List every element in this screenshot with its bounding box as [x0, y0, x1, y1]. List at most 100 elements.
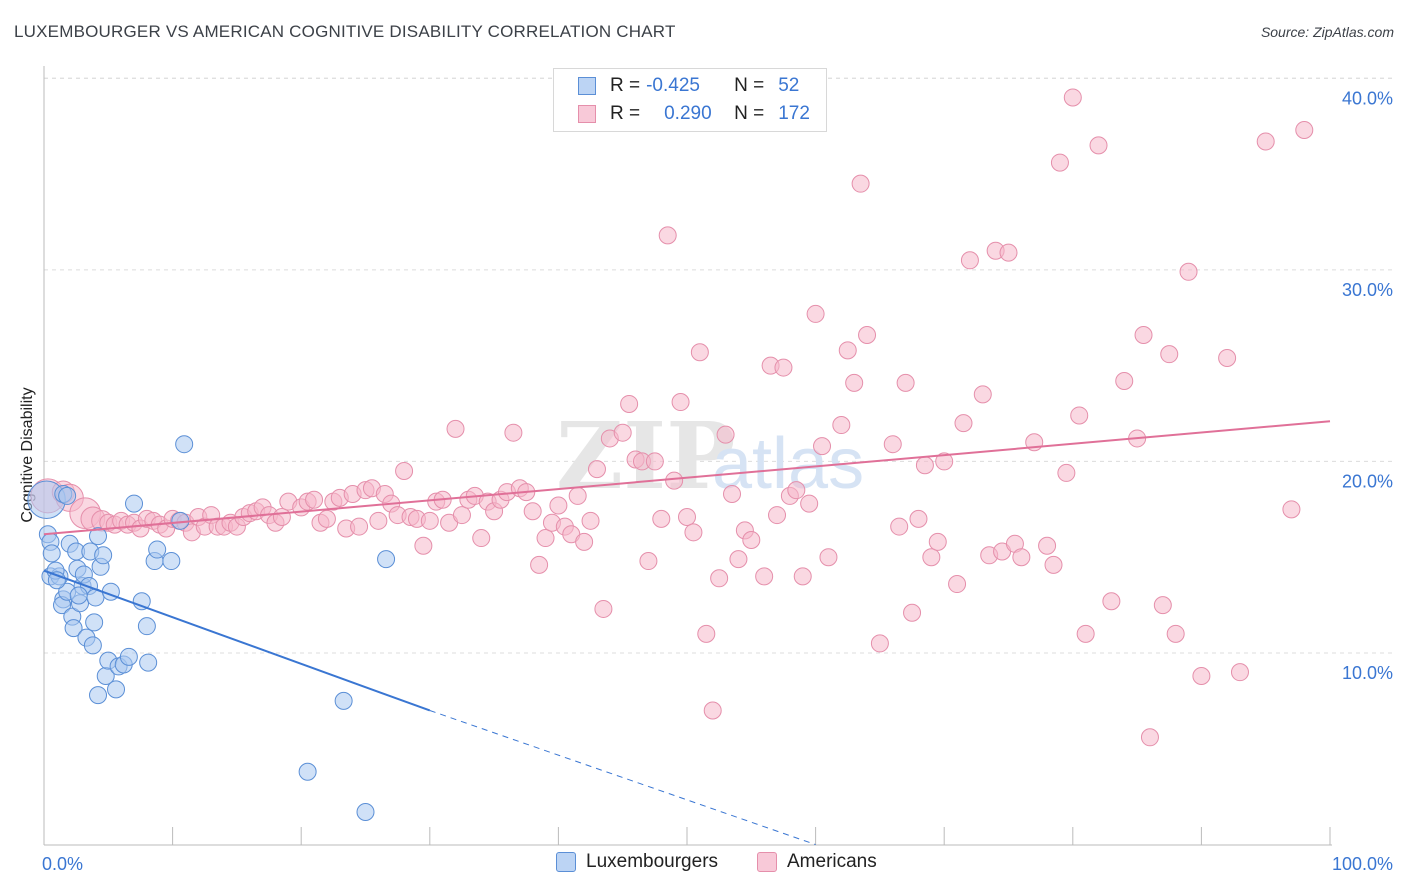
- american-point: [1256, 132, 1275, 151]
- luxembourger-point: [89, 527, 108, 546]
- american-point: [446, 419, 465, 438]
- legend-n-value: 52: [778, 75, 800, 96]
- american-point: [523, 502, 542, 521]
- luxembourger-point: [64, 619, 83, 638]
- luxembourger-point: [85, 613, 104, 632]
- legend-r-label: R =: [610, 103, 641, 124]
- american-point: [1115, 371, 1134, 390]
- y-tick-label: 10.0%: [1342, 663, 1393, 683]
- luxembourger-point: [148, 540, 167, 559]
- american-point: [690, 343, 709, 362]
- series-label-americans: Americans: [787, 851, 877, 872]
- american-point: [1134, 325, 1153, 344]
- luxembourger-point: [119, 647, 138, 666]
- american-point: [658, 226, 677, 245]
- american-point: [369, 511, 388, 530]
- american-point: [838, 341, 857, 360]
- american-point: [845, 373, 864, 392]
- chart-title: LUXEMBOURGER VS AMERICAN COGNITIVE DISAB…: [14, 22, 676, 41]
- american-point: [1063, 88, 1082, 107]
- american-point: [575, 532, 594, 551]
- american-point: [774, 358, 793, 377]
- luxembourger-trendline-extension: [429, 709, 816, 846]
- american-point: [922, 548, 941, 567]
- american-point: [420, 511, 439, 530]
- y-tick-label: 20.0%: [1342, 471, 1393, 491]
- american-point: [813, 437, 832, 456]
- american-point: [870, 634, 889, 653]
- luxembourger-point: [42, 544, 61, 563]
- series-swatch-luxembourgers: [556, 852, 576, 872]
- american-point: [909, 509, 928, 528]
- legend-r-label: R =: [610, 75, 641, 96]
- american-point: [787, 481, 806, 500]
- american-point: [858, 325, 877, 344]
- american-point: [1012, 548, 1031, 567]
- american-point: [1230, 663, 1249, 682]
- series-legend: Luxembourgers Americans: [0, 851, 1406, 877]
- american-point: [1089, 136, 1108, 155]
- american-point: [452, 506, 471, 525]
- american-point: [999, 243, 1018, 262]
- american-point: [414, 536, 433, 555]
- american-point: [948, 575, 967, 594]
- american-point: [1102, 592, 1121, 611]
- luxembourger-point: [139, 653, 158, 672]
- american-point: [710, 569, 729, 588]
- x-tick-label: 100.0%: [1332, 854, 1393, 874]
- luxembourger-point: [334, 691, 353, 710]
- american-point: [504, 423, 523, 442]
- american-point: [1076, 624, 1095, 643]
- american-point: [1057, 463, 1076, 482]
- american-point: [272, 507, 291, 526]
- luxembourger-point: [125, 494, 144, 513]
- american-point: [729, 550, 748, 569]
- stats-legend: R = -0.425 N = 52 R = 0.290 N = 172: [553, 68, 827, 132]
- american-point: [645, 452, 664, 471]
- american-point: [890, 517, 909, 536]
- series-label-luxembourgers: Luxembourgers: [586, 851, 719, 872]
- american-point: [954, 414, 973, 433]
- american-point: [1070, 406, 1089, 425]
- american-point: [1282, 500, 1301, 519]
- legend-n-label: N =: [734, 103, 765, 124]
- luxembourger-point: [377, 550, 396, 569]
- american-point: [350, 517, 369, 536]
- legend-n-value: 172: [778, 103, 810, 124]
- american-point: [1153, 596, 1172, 615]
- american-point: [587, 460, 606, 479]
- source-credit: Source: ZipAtlas.com: [1260, 24, 1394, 40]
- american-point: [568, 486, 587, 505]
- x-tick-label: 0.0%: [42, 854, 83, 874]
- american-point: [665, 471, 684, 490]
- american-point: [819, 548, 838, 567]
- american-point: [1140, 728, 1159, 747]
- legend-n-label: N =: [734, 75, 765, 96]
- series-legend-luxembourgers[interactable]: Luxembourgers: [556, 851, 718, 873]
- american-point: [594, 599, 613, 618]
- luxembourger-point: [89, 686, 108, 705]
- american-point: [915, 456, 934, 475]
- luxembourger-point: [162, 552, 181, 571]
- series-legend-americans[interactable]: Americans: [757, 851, 877, 873]
- american-point: [581, 511, 600, 530]
- american-point: [960, 251, 979, 270]
- american-point: [678, 507, 696, 526]
- luxembourger-point: [69, 586, 88, 605]
- american-point: [1179, 262, 1198, 281]
- y-tick-label: 40.0%: [1342, 88, 1393, 108]
- american-point: [716, 425, 735, 444]
- american-point: [903, 603, 922, 622]
- american-point: [1295, 121, 1314, 140]
- american-point: [684, 523, 703, 542]
- american-point: [1166, 624, 1185, 643]
- luxembourger-point: [58, 486, 77, 505]
- american-point: [1038, 536, 1057, 555]
- american-point: [697, 624, 716, 643]
- american-point: [1160, 345, 1179, 364]
- american-point: [639, 552, 658, 571]
- american-point: [800, 494, 819, 513]
- american-point: [832, 416, 851, 435]
- american-point: [472, 529, 491, 548]
